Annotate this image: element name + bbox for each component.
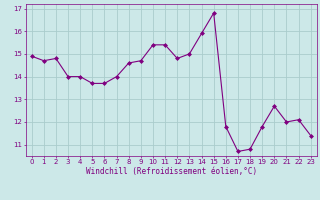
X-axis label: Windchill (Refroidissement éolien,°C): Windchill (Refroidissement éolien,°C) (86, 167, 257, 176)
